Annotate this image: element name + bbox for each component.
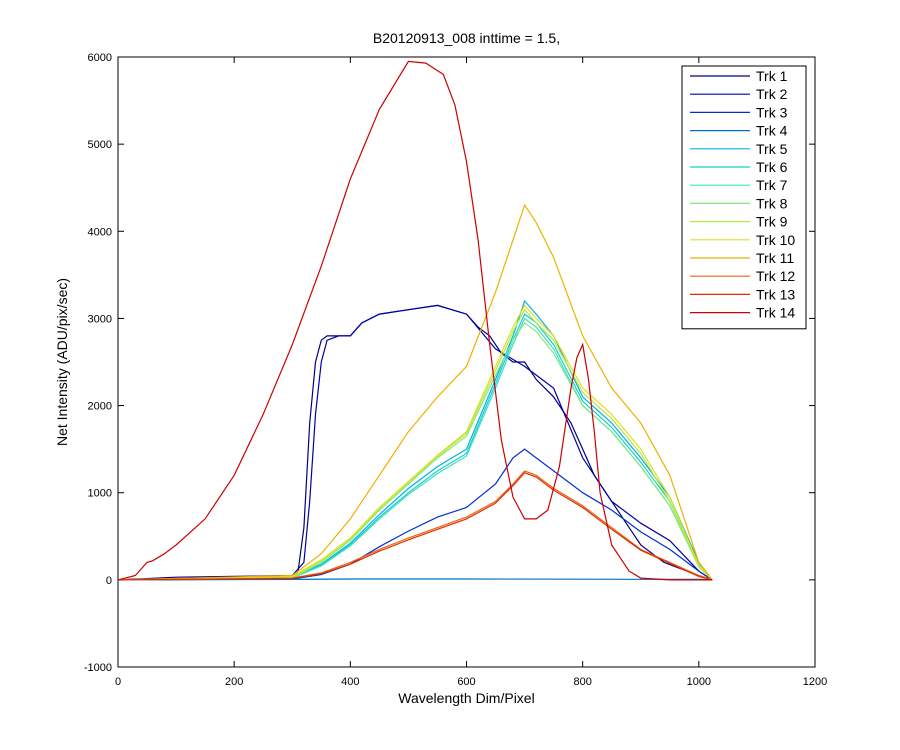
legend-label: Trk 11 — [756, 250, 794, 266]
legend-label: Trk 6 — [756, 159, 788, 175]
chart-title: B20120913_008 inttime = 1.5, — [372, 30, 561, 46]
legend-label: Trk 2 — [756, 86, 788, 102]
y-tick-label: 6000 — [88, 52, 112, 64]
series-line-trk-13 — [117, 471, 713, 581]
legend-label: Trk 10 — [756, 232, 795, 248]
y-tick-label: 2000 — [88, 401, 112, 413]
legend-label: Trk 1 — [756, 68, 788, 84]
series-line-trk-12 — [117, 470, 713, 581]
series-line-trk-5 — [117, 299, 713, 581]
legend-label: Trk 9 — [756, 214, 788, 230]
legend-label: Trk 14 — [756, 305, 795, 321]
x-tick-label: 600 — [457, 676, 475, 688]
series-line-trk-11 — [117, 203, 713, 581]
x-axis-label: Wavelength Dim/Pixel — [398, 690, 535, 706]
x-tick-label: 1200 — [803, 676, 827, 688]
y-tick-label: 1000 — [88, 488, 112, 500]
series-line-trk-10 — [117, 304, 713, 581]
legend-label: Trk 8 — [756, 195, 788, 211]
series-line-trk-9 — [117, 308, 713, 581]
legend-label: Trk 3 — [756, 104, 788, 120]
legend-label: Trk 7 — [756, 177, 788, 193]
x-tick-label: 400 — [341, 676, 359, 688]
series-line-trk-2 — [117, 304, 713, 581]
series-line-trk-14 — [117, 60, 713, 581]
x-tick-label: 800 — [573, 676, 591, 688]
y-axis-label: Net Intensity (ADU/pix/sec) — [54, 277, 70, 447]
legend-label: Trk 5 — [756, 141, 788, 157]
series-line-trk-8 — [117, 321, 713, 581]
x-tick-label: 0 — [115, 676, 121, 688]
y-tick-label: 5000 — [88, 139, 112, 151]
x-tick-label: 200 — [225, 676, 243, 688]
legend-label: Trk 4 — [756, 123, 788, 139]
y-tick-label: 0 — [106, 575, 112, 587]
legend-box — [681, 65, 807, 330]
x-tick-label: 1000 — [687, 676, 711, 688]
legend: Trk 1 Trk 2 Trk 3 Trk 4 Trk 5 Trk 6 Trk 7 Trk 8… — [681, 65, 807, 330]
series-lines — [117, 60, 713, 581]
y-tick-label: 3000 — [88, 313, 112, 325]
y-tick-label: -1000 — [84, 662, 112, 674]
y-tick-label: 4000 — [88, 226, 112, 238]
legend-label: Trk 13 — [756, 286, 795, 302]
legend-label: Trk 12 — [756, 268, 795, 284]
